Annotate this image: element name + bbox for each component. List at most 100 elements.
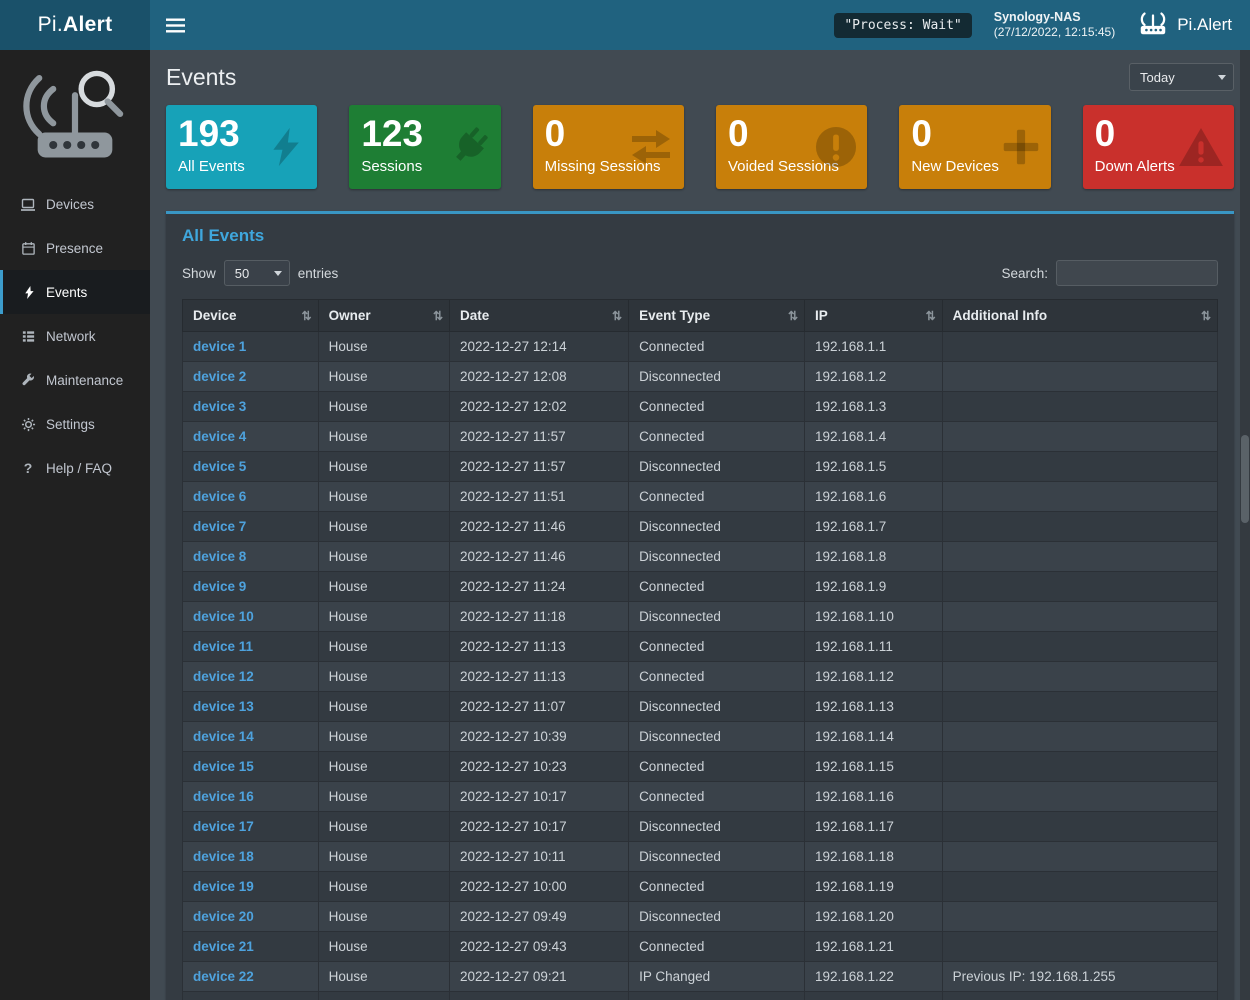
additional-info-cell [941,811,1219,842]
additional-info-cell [941,871,1219,902]
owner-cell: House [317,841,451,872]
sort-icon: ⇅ [1200,308,1211,323]
hamburger-menu-icon[interactable] [166,18,185,33]
column-header-device[interactable]: Device ⇅ [182,299,319,332]
ip-cell: 192.168.1.3 [804,391,943,422]
device-link[interactable]: device 16 [193,789,254,804]
table-row: device 1 House 2022-12-27 12:14 Connecte… [182,331,1219,362]
ip-cell: 192.168.1.18 [804,841,943,872]
sidebar-item-presence[interactable]: Presence [0,226,150,270]
date-cell: 2022-12-27 10:11 [449,841,630,872]
search-input[interactable] [1056,260,1218,286]
device-link[interactable]: device 10 [193,609,254,624]
table-row: device 7 House 2022-12-27 11:46 Disconne… [182,511,1219,542]
card-sessions[interactable]: 123 Sessions [349,105,501,189]
table-header-row: Device ⇅ Owner ⇅ Date ⇅ Event Type ⇅ IP ⇅ Add… [182,299,1219,332]
brand-suffix: Alert [63,13,113,36]
card-voided-sessions[interactable]: 0 Voided Sessions [715,105,868,189]
ip-cell: 192.168.1.5 [804,451,943,482]
sidebar-item-events[interactable]: Events [0,270,150,314]
column-header-ip[interactable]: IP ⇅ [804,299,943,332]
card-value: 0 [727,113,749,154]
gear-icon [20,417,36,432]
sidebar-item-help[interactable]: ? Help / FAQ [0,446,150,490]
owner-cell: House [317,541,451,572]
date-cell: 2022-12-27 10:00 [449,871,630,902]
card-label: Down Alerts [1094,157,1175,175]
device-link[interactable]: device 11 [193,639,254,654]
device-link[interactable]: device 13 [193,699,254,714]
host-name: Synology-NAS [993,9,1081,24]
card-missing-sessions[interactable]: 0 Missing Sessions [532,105,684,189]
sidebar-item-network[interactable]: Network [0,314,150,358]
device-cell: device 19 [182,871,319,902]
device-link[interactable]: device 19 [193,879,254,894]
search-label: Search: [1001,265,1048,281]
owner-cell: House [317,661,451,692]
date-cell: 2022-12-27 12:08 [449,361,630,392]
device-link[interactable]: device 2 [193,369,247,384]
scrollbar-track[interactable] [1240,50,1250,1000]
device-link[interactable]: device 7 [193,519,247,534]
device-link[interactable]: device 5 [193,459,247,474]
column-header-event-type[interactable]: Event Type ⇅ [628,299,805,332]
table-row: device 10 House 2022-12-27 11:18 Disconn… [182,601,1219,632]
owner-cell: House [317,691,451,722]
ip-cell: 192.168.1.19 [804,871,943,902]
entries-select[interactable]: 50 [223,260,290,286]
date-cell: 2022-12-27 11:13 [449,661,630,692]
device-link[interactable]: device 6 [193,489,247,504]
card-value: 123 [361,113,424,154]
device-link[interactable]: device 9 [193,579,247,594]
table-row: device 23 House 2022-12-27 09:16 IP Chan… [182,991,1219,1000]
table-row: device 4 House 2022-12-27 11:57 Connecte… [182,421,1219,452]
column-header-owner[interactable]: Owner ⇅ [317,299,451,332]
sidebar-item-label: Maintenance [46,372,124,388]
device-link[interactable]: device 3 [193,399,247,414]
event-type-cell: Disconnected [628,841,805,872]
card-down-alerts[interactable]: 0 Down Alerts [1082,105,1234,189]
device-link[interactable]: device 8 [193,549,247,564]
device-link[interactable]: device 14 [193,729,254,744]
device-link[interactable]: device 12 [193,669,254,684]
device-link[interactable]: device 1 [193,339,247,354]
top-navbar: Pi. Alert "Process: Wait" Synology-NAS (2… [0,0,1250,50]
events-table-body: device 1 House 2022-12-27 12:14 Connecte… [182,331,1219,1000]
event-type-cell: Disconnected [628,451,805,482]
period-select-value: Today [1140,69,1175,85]
device-cell: device 17 [182,811,319,842]
device-link[interactable]: device 4 [193,429,247,444]
stat-cards: 193 All Events 123 Sessions 0 Missing Se… [166,105,1234,189]
page-title: Events [166,63,237,90]
sidebar-item-devices[interactable]: Devices [0,182,150,226]
date-cell: 2022-12-27 11:07 [449,691,630,722]
ip-cell: 192.168.1.9 [804,571,943,602]
scrollbar-thumb[interactable] [1241,435,1249,523]
device-link[interactable]: device 17 [193,819,254,834]
column-header-additional-info[interactable]: Additional Info ⇅ [941,299,1219,332]
card-new-devices[interactable]: 0 New Devices [899,105,1051,189]
brand-logo[interactable]: Pi. Alert [0,0,150,50]
device-link[interactable]: device 18 [193,849,254,864]
card-value: 0 [544,113,566,154]
additional-info-cell [941,421,1219,452]
additional-info-cell [941,751,1219,782]
event-type-cell: Connected [628,571,805,602]
additional-info-cell [941,511,1219,542]
date-cell: 2022-12-27 11:24 [449,571,630,602]
sidebar-item-maintenance[interactable]: Maintenance [0,358,150,402]
owner-cell: House [317,571,451,602]
event-type-cell: Connected [628,661,805,692]
device-link[interactable]: device 21 [193,939,254,954]
date-cell: 2022-12-27 11:18 [449,601,630,632]
host-info: Synology-NAS (27/12/2022, 12:15:45) [994,10,1115,41]
device-link[interactable]: device 22 [193,969,254,984]
period-select[interactable]: Today [1129,63,1234,91]
device-link[interactable]: device 20 [193,909,254,924]
panel-title: All Events [182,226,265,245]
card-all-events[interactable]: 193 All Events [166,105,318,189]
device-link[interactable]: device 15 [193,759,254,774]
card-value: 0 [911,113,932,154]
sidebar-item-settings[interactable]: Settings [0,402,150,446]
column-header-date[interactable]: Date ⇅ [449,299,630,332]
